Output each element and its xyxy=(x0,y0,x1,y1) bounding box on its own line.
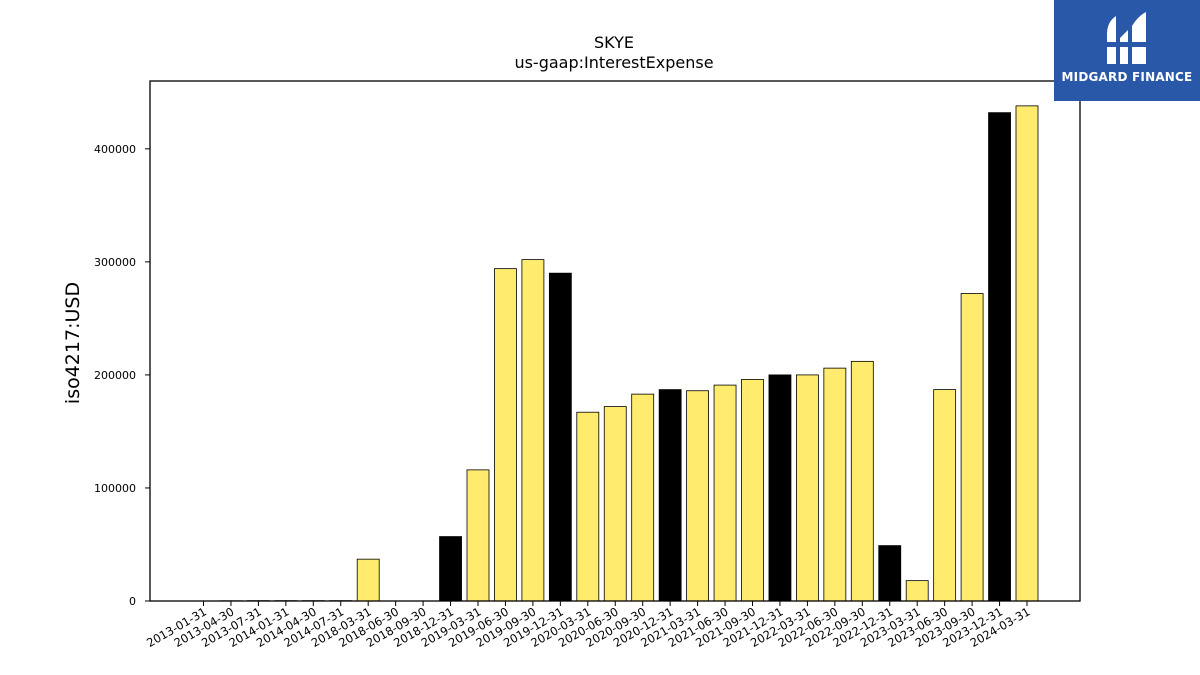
bar-2023-09-30 xyxy=(960,293,984,602)
y-axis-ticks: 0 100000 200000 300000 400000 xyxy=(94,143,150,608)
bar-2018-12-31 xyxy=(439,536,462,602)
bar-2023-03-31 xyxy=(905,580,929,602)
y-tick-label: 0 xyxy=(129,595,136,608)
bar-2023-06-30 xyxy=(933,389,957,602)
bar-2018-03-31 xyxy=(356,558,380,602)
y-axis-label: iso4217:USD xyxy=(62,282,84,404)
chart-title: SKYE xyxy=(594,33,634,52)
brand-name: MIDGARD FINANCE xyxy=(1061,70,1193,84)
bar-2021-03-31 xyxy=(686,390,709,602)
bar-2022-09-30 xyxy=(850,360,874,602)
bar-2019-03-31 xyxy=(466,469,490,602)
bar-2022-03-31 xyxy=(796,374,819,602)
y-tick-label: 400000 xyxy=(94,143,136,156)
chart-subtitle: us-gaap:InterestExpense xyxy=(514,53,713,72)
bar-2024-03-31 xyxy=(1015,105,1039,602)
y-tick-label: 100000 xyxy=(94,482,136,495)
bar-2019-06-30 xyxy=(494,268,517,602)
bar-2019-12-31 xyxy=(548,272,572,602)
bars-group xyxy=(219,105,1039,602)
plot-frame xyxy=(149,80,1081,602)
logo-mark-icon xyxy=(1107,12,1146,64)
bar-2023-12-31 xyxy=(988,112,1011,602)
bar-2019-09-30 xyxy=(521,259,545,602)
bar-2022-06-30 xyxy=(823,367,847,602)
bar-2020-09-30 xyxy=(631,393,655,602)
bar-2020-12-31 xyxy=(658,389,682,602)
bar-2021-12-31 xyxy=(768,374,792,602)
y-tick-label: 200000 xyxy=(94,369,136,382)
bar-2020-03-31 xyxy=(576,411,600,602)
x-axis-ticks: 2013-01-312013-04-302013-07-312014-01-31… xyxy=(144,601,1033,650)
bar-2020-06-30 xyxy=(603,406,627,602)
bar-2021-09-30 xyxy=(741,379,764,602)
bar-2021-06-30 xyxy=(713,384,737,602)
bar-2022-12-31 xyxy=(878,545,902,602)
y-tick-label: 300000 xyxy=(94,256,136,269)
brand-logo: MIDGARD FINANCE xyxy=(1054,0,1200,101)
